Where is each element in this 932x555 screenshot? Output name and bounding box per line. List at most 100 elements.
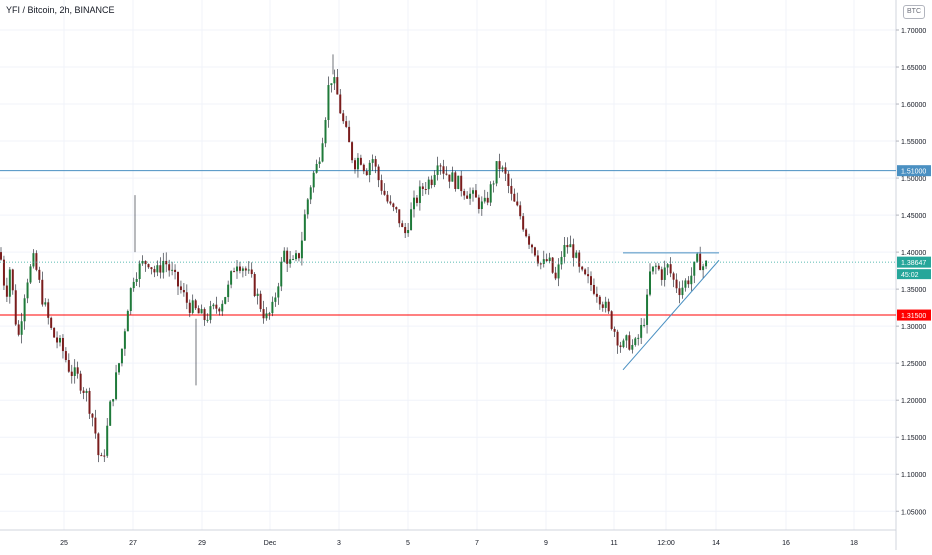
candle-body bbox=[672, 273, 675, 280]
x-tick-label: 9 bbox=[544, 540, 548, 547]
candle-body bbox=[26, 282, 29, 299]
candle-body bbox=[82, 390, 85, 393]
candle-body bbox=[371, 159, 374, 163]
candle-body bbox=[118, 363, 120, 373]
candle-body bbox=[88, 390, 91, 414]
candle-body bbox=[300, 240, 303, 259]
candle-body bbox=[445, 173, 448, 175]
y-tick-label: 1.70000 bbox=[901, 28, 926, 35]
candle-body bbox=[569, 244, 572, 248]
candle-body bbox=[516, 201, 519, 206]
candle-body bbox=[64, 351, 67, 361]
y-tick-label: 1.05000 bbox=[901, 509, 926, 516]
candle-body bbox=[398, 209, 401, 224]
candle-body bbox=[356, 157, 359, 170]
candle-body bbox=[643, 324, 646, 326]
candle-body bbox=[486, 197, 489, 203]
candle-body bbox=[53, 327, 56, 338]
candle-body bbox=[604, 301, 607, 308]
support-price-label-bg bbox=[897, 309, 931, 321]
candle-body bbox=[466, 195, 469, 199]
y-tick-label: 1.10000 bbox=[901, 472, 926, 479]
candle-body bbox=[250, 269, 253, 275]
candle-body bbox=[91, 413, 94, 418]
candle-body bbox=[20, 321, 23, 335]
y-tick-label: 1.50000 bbox=[901, 176, 926, 183]
candle-body bbox=[209, 306, 212, 320]
candle-body bbox=[286, 250, 289, 264]
candle-body bbox=[274, 297, 277, 302]
triangle-trend-line[interactable] bbox=[622, 259, 720, 371]
y-tick-label: 1.15000 bbox=[901, 435, 926, 442]
candle-body bbox=[215, 304, 218, 309]
candle-body bbox=[262, 309, 265, 319]
current-price-label: 1.38647 bbox=[901, 260, 926, 267]
candle-body bbox=[469, 193, 472, 199]
candle-body bbox=[259, 293, 262, 310]
candle-body bbox=[182, 290, 185, 293]
candle-body bbox=[227, 284, 230, 298]
candle-body bbox=[144, 260, 147, 265]
candle-body bbox=[678, 288, 681, 296]
candle-body bbox=[380, 180, 383, 191]
candle-body bbox=[47, 302, 50, 318]
candle-body bbox=[336, 77, 339, 95]
candle-body bbox=[203, 309, 206, 321]
candle-body bbox=[32, 253, 35, 267]
candle-body bbox=[162, 260, 165, 273]
candle-body bbox=[415, 197, 418, 203]
candle-body bbox=[8, 269, 11, 297]
candle-body bbox=[268, 313, 271, 315]
candle-body bbox=[156, 265, 159, 273]
candle-body bbox=[410, 209, 413, 231]
x-tick-label: 25 bbox=[60, 540, 68, 547]
candle-body bbox=[474, 190, 477, 198]
candle-body bbox=[439, 165, 442, 167]
candle-body bbox=[495, 161, 498, 184]
candle-body bbox=[657, 265, 660, 270]
candle-body bbox=[613, 328, 616, 332]
candle-body bbox=[578, 252, 581, 267]
candle-body bbox=[141, 260, 144, 264]
candle-body bbox=[649, 271, 651, 295]
candle-body bbox=[622, 340, 625, 348]
candle-body bbox=[531, 244, 533, 248]
candle-body bbox=[592, 284, 595, 294]
candle-body bbox=[79, 373, 82, 391]
candle-body bbox=[433, 174, 436, 186]
candle-body bbox=[5, 285, 8, 297]
candle-body bbox=[705, 260, 708, 267]
x-tick-label: 11 bbox=[610, 540, 617, 547]
x-tick-label: 12:00 bbox=[657, 540, 675, 547]
candle-body bbox=[171, 269, 174, 271]
candle-body bbox=[448, 174, 451, 182]
candle-body bbox=[188, 302, 191, 313]
candle-body bbox=[23, 298, 26, 322]
candle-body bbox=[590, 276, 592, 285]
candle-body bbox=[2, 259, 5, 286]
currency-badge[interactable]: BTC bbox=[903, 5, 925, 19]
x-tick-label: 27 bbox=[129, 540, 137, 547]
candle-body bbox=[76, 367, 79, 374]
resistance-price-label-bg bbox=[897, 165, 931, 177]
candle-body bbox=[339, 94, 342, 114]
candle-body bbox=[480, 201, 483, 210]
candle-body bbox=[631, 344, 634, 350]
candle-body bbox=[625, 335, 628, 341]
candle-body bbox=[699, 253, 702, 271]
candle-body bbox=[115, 372, 118, 400]
candle-body bbox=[407, 230, 410, 234]
candle-body bbox=[218, 308, 221, 312]
candle-body bbox=[306, 199, 309, 215]
candle-body bbox=[610, 311, 613, 329]
candle-body bbox=[179, 286, 182, 291]
candle-body bbox=[206, 319, 209, 321]
candle-body bbox=[681, 287, 684, 296]
candle-body bbox=[200, 309, 203, 314]
candle-body bbox=[451, 172, 454, 182]
candle-body bbox=[560, 256, 563, 265]
candle-body bbox=[100, 455, 103, 457]
candle-body bbox=[253, 274, 256, 296]
